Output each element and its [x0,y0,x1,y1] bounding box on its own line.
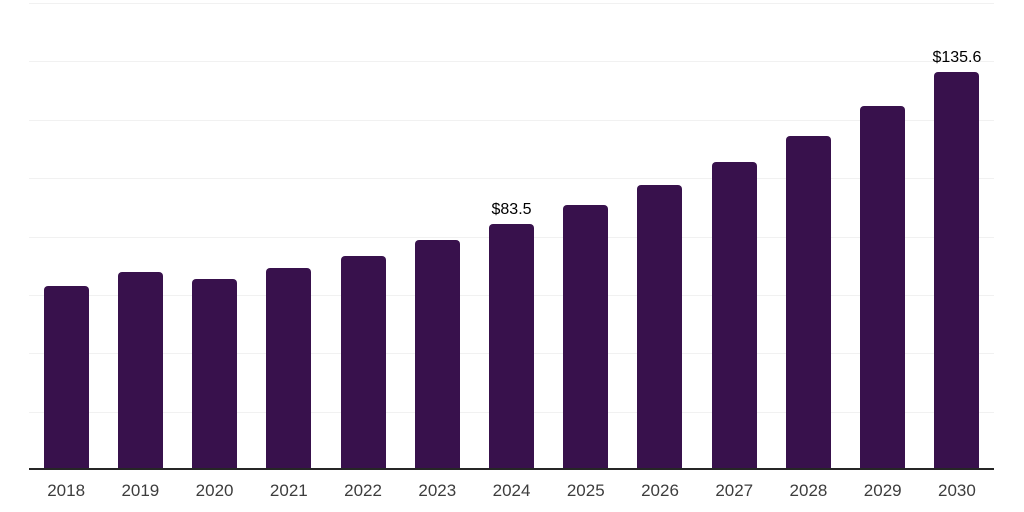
bar-band-2027 [697,3,771,468]
bar-2025 [563,205,609,468]
bar-band-2022 [326,3,400,468]
bar-2023 [414,240,460,468]
x-tick-label-2028: 2028 [789,481,828,500]
bar-2022 [340,255,386,468]
bar-band-2018 [29,3,103,468]
bar-band-2029 [846,3,920,468]
bar-2018 [43,285,89,468]
bar-band-2021 [252,3,326,468]
gridline-160 [29,3,994,4]
bar-2028 [785,135,831,468]
x-tick-label-2027: 2027 [715,481,754,500]
x-tick-label-2030: 2030 [938,481,976,500]
x-tick-label-2021: 2021 [269,481,308,500]
x-tick-label-2019: 2019 [121,481,160,500]
x-tick-label-2023: 2023 [418,481,457,500]
x-tick-label-2029: 2029 [863,481,902,500]
bar-band-2026 [623,3,697,468]
bar-band-2024: $83.5 [474,3,548,468]
bar-series: $83.5 $135.6 [29,3,994,468]
bar-2027 [711,162,757,468]
x-tick-label-2024: 2024 [492,481,531,500]
bar-2026 [637,184,683,468]
x-tick-label-2018: 2018 [47,481,86,500]
plot-area: $83.5 $135.6 [29,3,994,470]
x-axis-tick-labels: 2018 2019 2020 2021 2022 2023 2024 2025 2026 2027… [29,481,994,501]
gridline-140 [29,61,994,63]
gridline-100 [29,178,994,180]
bar-2030 [934,72,980,468]
bar-band-2025 [549,3,623,468]
bar-band-2028 [771,3,845,468]
bar-2021 [266,268,312,468]
gridline-120 [29,119,994,121]
bar-2020 [192,279,238,468]
bar-2029 [860,105,906,468]
value-label-2024: $83.5 [491,201,532,219]
x-tick-label-2022: 2022 [344,481,382,500]
value-label-2030: $135.6 [932,49,982,67]
x-tick-label-2026: 2026 [641,481,679,500]
bar-2024 [489,224,535,468]
bar-band-2020 [177,3,251,468]
bar-2019 [117,271,163,468]
x-tick-label-2020: 2020 [195,481,234,500]
x-tick-label-2025: 2025 [566,481,605,500]
bar-band-2019 [103,3,177,468]
bar-band-2030: $135.6 [920,3,994,468]
bar-band-2023 [400,3,474,468]
